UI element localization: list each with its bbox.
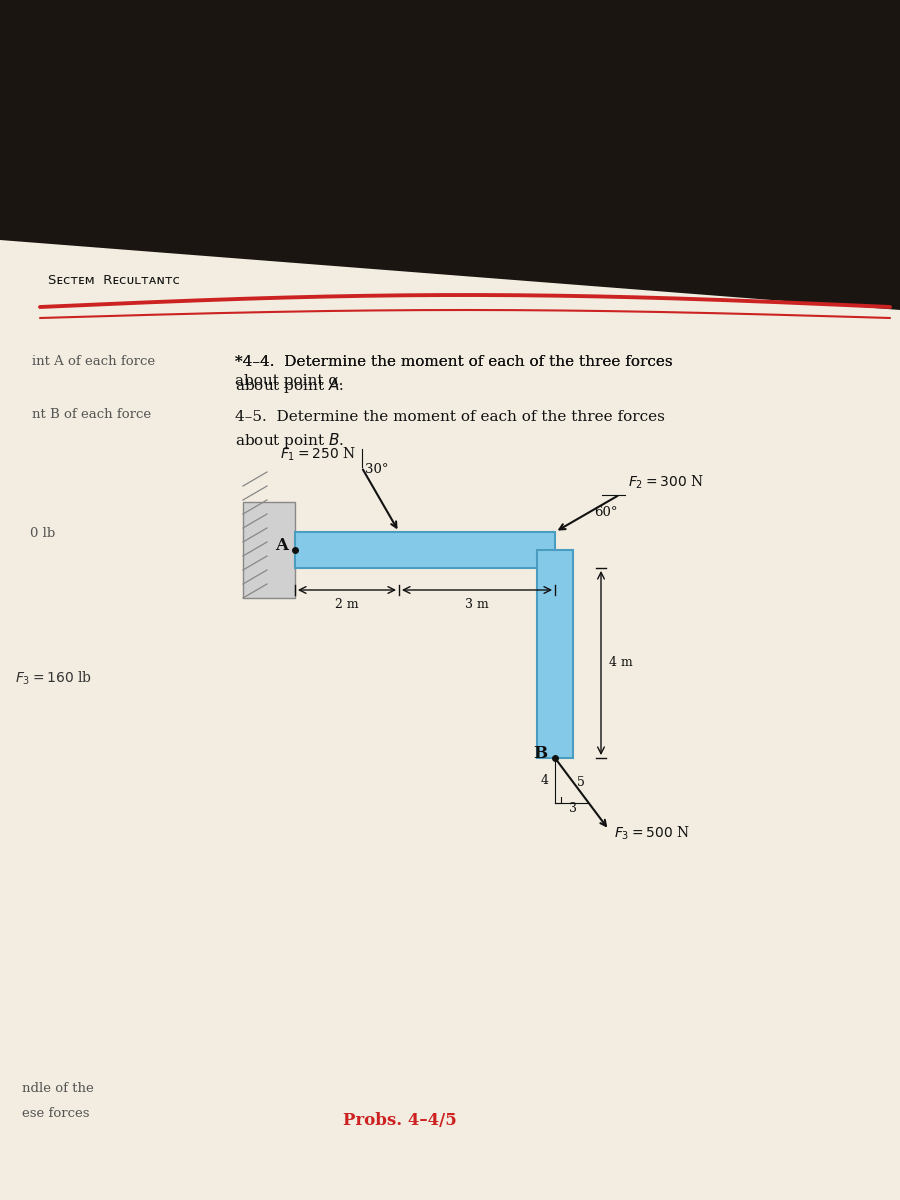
Text: int A of each force: int A of each force bbox=[32, 355, 155, 368]
Text: 4: 4 bbox=[541, 774, 549, 787]
Polygon shape bbox=[0, 250, 900, 340]
Text: 4 m: 4 m bbox=[609, 656, 633, 670]
Text: 3 m: 3 m bbox=[465, 598, 489, 611]
Bar bbox=[295, 532, 555, 568]
Text: 5: 5 bbox=[577, 776, 585, 790]
Text: 30°: 30° bbox=[364, 463, 388, 476]
Text: 4–5.  Determine the moment of each of the three forces
about point $B$.: 4–5. Determine the moment of each of the… bbox=[235, 410, 665, 450]
Text: B: B bbox=[533, 745, 547, 762]
Bar bbox=[537, 550, 573, 758]
Text: *4–4.  Determine the moment of each of the three forces
about point $A$.: *4–4. Determine the moment of each of th… bbox=[235, 355, 672, 395]
Polygon shape bbox=[0, 240, 900, 1200]
Text: ese forces: ese forces bbox=[22, 1106, 89, 1120]
Text: $F_1 = 250$ N: $F_1 = 250$ N bbox=[280, 446, 356, 463]
Text: ndle of the: ndle of the bbox=[22, 1082, 94, 1094]
Text: A: A bbox=[275, 538, 288, 554]
Text: Probs. 4–4/5: Probs. 4–4/5 bbox=[343, 1112, 457, 1129]
Text: $F_2 = 300$ N: $F_2 = 300$ N bbox=[628, 474, 704, 491]
Text: Sᴇᴄᴛᴇᴍ  Rᴇᴄᴜʟᴛᴀɴᴛᴄ: Sᴇᴄᴛᴇᴍ Rᴇᴄᴜʟᴛᴀɴᴛᴄ bbox=[48, 274, 180, 287]
Text: 0 lb: 0 lb bbox=[30, 527, 55, 540]
Text: 60°: 60° bbox=[594, 506, 617, 520]
Text: nt B of each force: nt B of each force bbox=[32, 408, 151, 421]
Text: *4–4.  Determine the moment of each of the three forces
about point α.: *4–4. Determine the moment of each of th… bbox=[235, 355, 672, 389]
Text: $F_3 = 160$ lb: $F_3 = 160$ lb bbox=[15, 670, 92, 688]
Bar bbox=[243, 502, 295, 598]
Text: $F_3 = 500$ N: $F_3 = 500$ N bbox=[614, 826, 690, 842]
Text: 2 m: 2 m bbox=[335, 598, 359, 611]
Text: 3: 3 bbox=[569, 802, 577, 815]
Polygon shape bbox=[0, 0, 900, 320]
